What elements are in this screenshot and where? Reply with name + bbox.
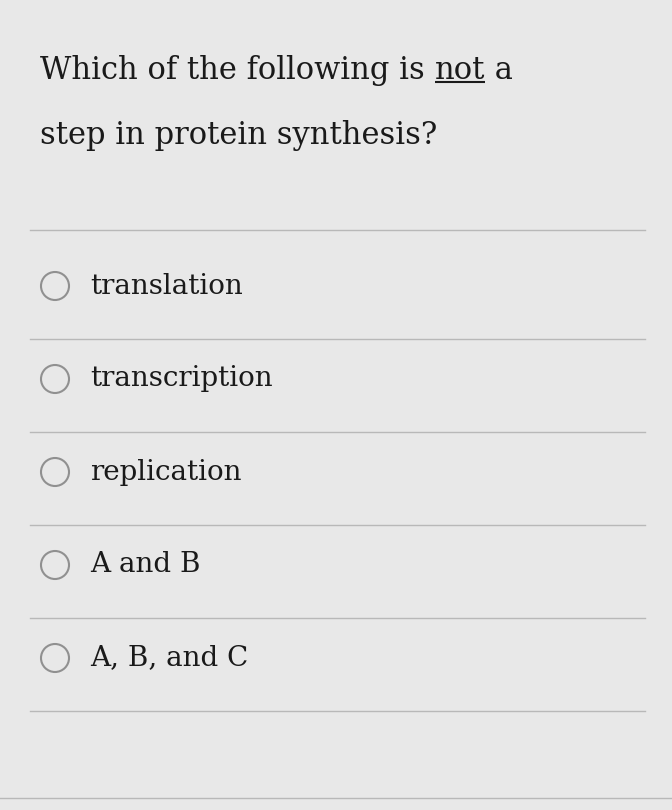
Circle shape	[41, 458, 69, 486]
Circle shape	[41, 644, 69, 672]
Text: step in protein synthesis?: step in protein synthesis?	[40, 120, 437, 151]
Text: transcription: transcription	[90, 365, 273, 393]
Text: replication: replication	[90, 458, 241, 485]
Text: a: a	[485, 55, 513, 86]
Text: A and B: A and B	[90, 552, 200, 578]
Text: A, B, and C: A, B, and C	[90, 645, 248, 671]
Circle shape	[41, 551, 69, 579]
Text: not: not	[435, 55, 485, 86]
Text: Which of the following is: Which of the following is	[40, 55, 435, 86]
Text: translation: translation	[90, 272, 243, 300]
Circle shape	[41, 272, 69, 300]
Circle shape	[41, 365, 69, 393]
